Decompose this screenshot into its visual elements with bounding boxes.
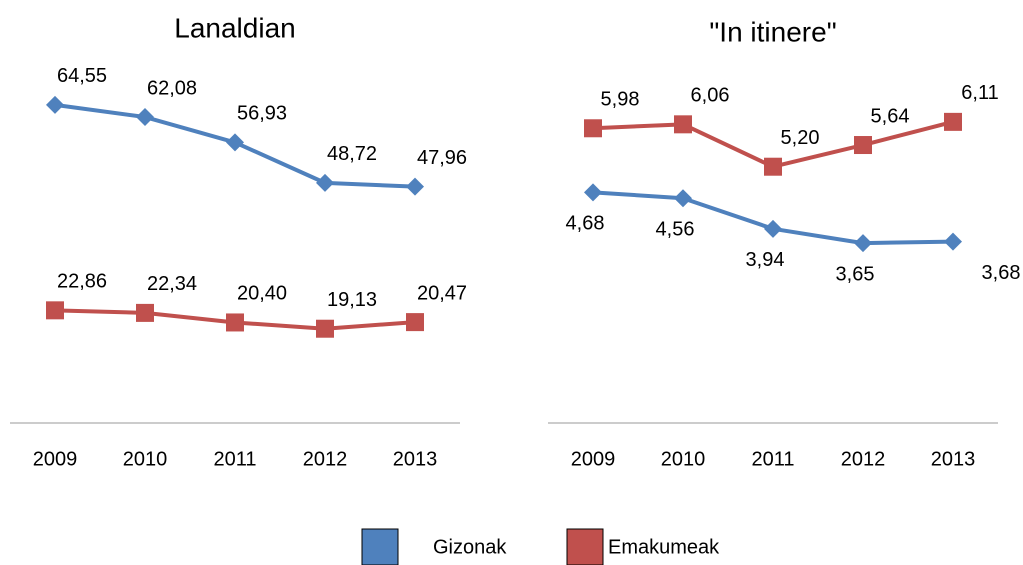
data-label: 5,98 bbox=[601, 89, 640, 111]
marker bbox=[674, 189, 692, 208]
data-label: 3,94 bbox=[746, 249, 785, 271]
x-tick-label: 2011 bbox=[213, 448, 256, 470]
data-label: 64,55 bbox=[57, 65, 107, 87]
data-label: 48,72 bbox=[327, 143, 377, 165]
legend: Gizonak Emakumeak bbox=[361, 528, 720, 565]
data-label: 5,64 bbox=[871, 105, 910, 127]
data-label: 22,86 bbox=[57, 271, 107, 293]
legend-label: Emakumeak bbox=[608, 536, 720, 558]
data-label: 19,13 bbox=[327, 289, 377, 311]
x-tick-label: 2011 bbox=[751, 448, 794, 470]
data-label: 4,68 bbox=[566, 213, 605, 235]
marker bbox=[316, 319, 334, 338]
marker bbox=[136, 303, 154, 322]
marker bbox=[944, 232, 962, 251]
marker bbox=[136, 108, 154, 127]
marker bbox=[764, 157, 782, 176]
marker bbox=[316, 173, 334, 192]
data-label: 47,96 bbox=[417, 147, 467, 169]
data-label: 6,11 bbox=[961, 82, 998, 104]
x-tick-label: 2013 bbox=[931, 448, 976, 470]
x-tick-label: 2010 bbox=[661, 448, 706, 470]
x-tick-label: 2013 bbox=[393, 448, 438, 470]
x-tick-label: 2012 bbox=[303, 448, 348, 470]
marker bbox=[764, 219, 782, 238]
marker bbox=[406, 177, 424, 196]
marker bbox=[46, 301, 64, 320]
x-tick-label: 2010 bbox=[123, 448, 168, 470]
x-tick-label: 2012 bbox=[841, 448, 886, 470]
legend-swatch bbox=[566, 528, 604, 565]
data-label: 22,34 bbox=[147, 273, 197, 295]
data-label: 6,06 bbox=[691, 85, 730, 107]
marker bbox=[226, 313, 244, 332]
marker bbox=[406, 313, 424, 332]
data-label: 3,68 bbox=[982, 262, 1021, 284]
data-label: 4,56 bbox=[656, 219, 695, 241]
data-label: 56,93 bbox=[237, 103, 287, 125]
chart-title: "In itinere" bbox=[709, 16, 836, 47]
marker bbox=[46, 95, 64, 114]
data-label: 62,08 bbox=[147, 77, 197, 99]
marker bbox=[854, 234, 872, 253]
marker bbox=[674, 115, 692, 134]
marker bbox=[226, 133, 244, 152]
data-label: 20,47 bbox=[417, 282, 467, 304]
data-label: 5,20 bbox=[781, 127, 820, 149]
legend-label: Gizonak bbox=[433, 536, 507, 558]
legend-swatch bbox=[361, 528, 399, 565]
data-label: 20,40 bbox=[237, 283, 287, 305]
x-tick-label: 2009 bbox=[33, 448, 78, 470]
x-tick-label: 2009 bbox=[571, 448, 616, 470]
marker bbox=[584, 119, 602, 138]
chart-title: Lanaldian bbox=[174, 12, 295, 43]
marker bbox=[944, 112, 962, 131]
data-label: 3,65 bbox=[836, 263, 875, 285]
marker bbox=[854, 136, 872, 155]
marker bbox=[584, 183, 602, 202]
